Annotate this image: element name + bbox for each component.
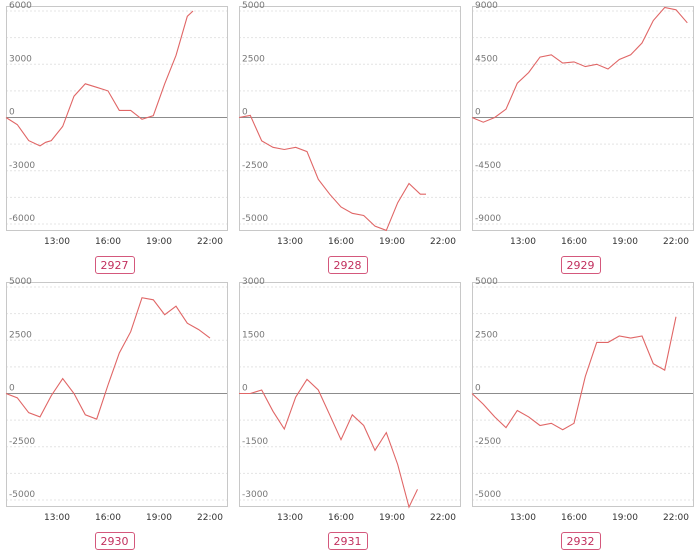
x-tick-label: 16:00 [95,513,121,523]
chart-panel-2929: 9000 4500 0 -4500 -9000 13:00 16:00 19:00 22:00 2… [471,1,694,276]
chart-id-badge[interactable]: 2927 [94,256,135,274]
y-tick-label: 2500 [475,330,498,340]
y-tick-label: -1500 [242,437,268,447]
series-line [5,10,194,147]
x-tick-label: 13:00 [277,513,303,523]
chart-svg: 3000 1500 0 -1500 -3000 13:00 16:00 19:00 22:00 [239,277,461,523]
series-line [5,297,211,420]
y-tick-label: 1500 [242,330,265,340]
x-tick-label: 16:00 [561,237,587,247]
x-tick-label: 13:00 [510,513,536,523]
plot-frame [239,282,461,507]
x-tick-label: 22:00 [430,513,456,523]
y-tick-label: 3000 [242,277,265,287]
x-tick-label: 19:00 [379,237,405,247]
x-tick-label: 16:00 [95,237,121,247]
x-tick-label: 19:00 [612,513,638,523]
y-tick-label: 0 [9,384,15,394]
y-tick-label: -5000 [242,214,268,224]
y-tick-label: 9000 [475,1,498,11]
chart-svg: 5000 2500 0 -2500 -5000 13:00 16:00 19:00 22:00 [471,277,694,523]
chart-id-badge[interactable]: 2931 [327,532,368,550]
y-tick-label: -3000 [242,490,268,500]
y-tick-label: -2500 [9,437,35,447]
y-tick-label: -2500 [242,161,268,171]
x-tick-label: 19:00 [379,513,405,523]
series-line [471,316,677,431]
chart-panel-2928: 5000 2500 0 -2500 -5000 13:00 16:00 19:00 22:00 2… [238,1,461,276]
x-tick-label: 16:00 [561,513,587,523]
x-tick-label: 19:00 [612,237,638,247]
chart-svg: 9000 4500 0 -4500 -9000 13:00 16:00 19:00 22:00 [471,1,694,247]
y-tick-label: 0 [242,108,248,118]
y-tick-label: 0 [475,384,481,394]
plot-frame [6,6,228,231]
y-tick-label: 5000 [475,277,498,287]
series-line [238,114,426,232]
x-tick-label: 13:00 [44,513,70,523]
y-tick-label: -2500 [475,437,501,447]
y-tick-label: -4500 [475,161,501,171]
chart-panel-2927: 6000 3000 0 -3000 -6000 13:00 16:00 19:00 22:00 2… [5,1,228,276]
x-tick-label: 13:00 [277,237,303,247]
chart-panel-2932: 5000 2500 0 -2500 -5000 13:00 16:00 19:00 22:00 2… [471,277,694,552]
y-tick-label: 2500 [9,330,32,340]
x-tick-label: 19:00 [146,237,172,247]
y-tick-label: 0 [242,384,248,394]
y-tick-label: 2500 [242,54,265,64]
y-tick-label: -9000 [475,214,501,224]
plot-frame [6,282,228,507]
series-line [471,6,688,123]
x-tick-label: 16:00 [328,237,354,247]
series-line [239,378,418,509]
chart-svg: 6000 3000 0 -3000 -6000 13:00 16:00 19:00 22:00 [5,1,228,247]
y-tick-label: -6000 [9,214,35,224]
x-tick-label: 22:00 [663,513,689,523]
chart-id-badge[interactable]: 2929 [560,256,601,274]
y-tick-label: 5000 [9,277,32,287]
chart-panel-2930: 5000 2500 0 -2500 -5000 13:00 16:00 19:00 22:00 2… [5,277,228,552]
chart-id-badge[interactable]: 2928 [327,256,368,274]
x-tick-label: 19:00 [146,513,172,523]
plot-frame [472,6,694,231]
chart-svg: 5000 2500 0 -2500 -5000 13:00 16:00 19:00 22:00 [5,277,228,523]
chart-id-badge[interactable]: 2932 [560,532,601,550]
x-tick-label: 13:00 [510,237,536,247]
chart-svg: 5000 2500 0 -2500 -5000 13:00 16:00 19:00 22:00 [238,1,461,247]
x-tick-label: 13:00 [44,237,70,247]
y-tick-label: -5000 [9,490,35,500]
y-tick-label: 6000 [9,1,32,11]
x-tick-label: 22:00 [197,513,223,523]
x-tick-label: 22:00 [197,237,223,247]
chart-panel-2931: 3000 1500 0 -1500 -3000 13:00 16:00 19:00 22:00 2… [239,277,461,552]
y-tick-label: 3000 [9,54,32,64]
y-tick-label: 0 [475,108,481,118]
y-tick-label: 4500 [475,54,498,64]
y-tick-label: -5000 [475,490,501,500]
y-tick-label: 5000 [242,1,265,11]
y-tick-label: -3000 [9,161,35,171]
chart-id-badge[interactable]: 2930 [94,532,135,550]
x-tick-label: 16:00 [328,513,354,523]
x-tick-label: 22:00 [430,237,456,247]
x-tick-label: 22:00 [663,237,689,247]
y-tick-label: 0 [9,108,15,118]
plot-frame [239,6,461,231]
